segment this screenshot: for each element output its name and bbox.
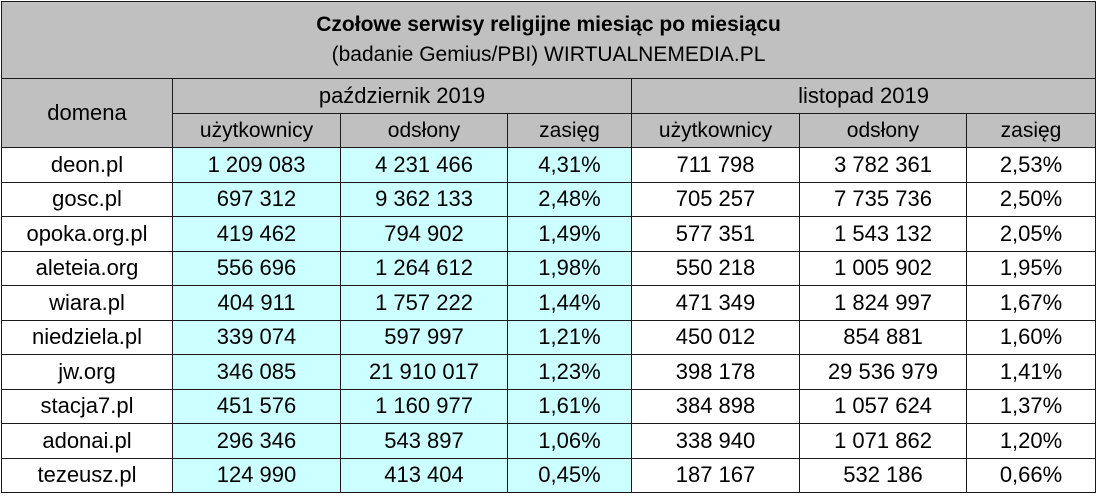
domain-cell: stacja7.pl — [1, 388, 173, 424]
nov-views-cell: 7 735 736 — [799, 181, 967, 217]
table-row: niedziela.pl 339 074 597 997 1,21% 450 012 85… — [1, 319, 1096, 355]
nov-reach-cell: 1,37% — [965, 388, 1096, 424]
oct-users-cell: 697 312 — [172, 181, 341, 217]
header-oct-reach: zasięg — [507, 113, 632, 148]
table-row: aleteia.org 556 696 1 264 612 1,98% 550 218 1… — [1, 250, 1096, 286]
nov-reach-cell: 2,53% — [965, 147, 1096, 183]
oct-reach-cell: 2,48% — [507, 181, 632, 217]
header-month-november: listopad 2019 — [630, 78, 1096, 114]
oct-views-cell: 4 231 466 — [340, 147, 508, 183]
table-row: stacja7.pl 451 576 1 160 977 1,61% 384 898 1 … — [1, 388, 1096, 424]
nov-views-cell: 29 536 979 — [799, 354, 967, 390]
oct-views-cell: 413 404 — [340, 457, 508, 493]
domain-cell: gosc.pl — [1, 181, 173, 217]
nov-views-cell: 1 824 997 — [799, 285, 967, 321]
nov-reach-cell: 2,50% — [965, 181, 1096, 217]
header-domain: domena — [1, 78, 173, 148]
table-row: tezeusz.pl 124 990 413 404 0,45% 187 167 532 … — [1, 457, 1096, 493]
oct-views-cell: 794 902 — [340, 216, 508, 252]
header-nov-reach: zasięg — [965, 113, 1096, 148]
header-nov-users: użytkownicy — [631, 113, 800, 148]
oct-users-cell: 124 990 — [172, 457, 341, 493]
nov-reach-cell: 1,20% — [965, 423, 1096, 459]
oct-reach-cell: 1,49% — [507, 216, 632, 252]
oct-views-cell: 21 910 017 — [340, 354, 508, 390]
nov-users-cell: 577 351 — [631, 216, 800, 252]
table-title: Czołowe serwisy religijne miesiąc po mie… — [0, 1, 1096, 79]
oct-users-cell: 1 209 083 — [172, 147, 341, 183]
header-nov-views: odsłony — [799, 113, 967, 148]
table-row: wiara.pl 404 911 1 757 222 1,44% 471 349 1 82… — [1, 285, 1096, 321]
nov-views-cell: 532 186 — [799, 457, 967, 493]
oct-views-cell: 1 264 612 — [340, 250, 508, 286]
nov-users-cell: 398 178 — [631, 354, 800, 390]
header-month-october: październik 2019 — [172, 78, 632, 114]
nov-reach-cell: 1,41% — [965, 354, 1096, 390]
oct-reach-cell: 1,21% — [507, 319, 632, 355]
title-main: Czołowe serwisy religijne miesiąc po mie… — [316, 13, 781, 36]
table-row: gosc.pl 697 312 9 362 133 2,48% 705 257 7 735… — [1, 181, 1096, 217]
domain-cell: jw.org — [1, 354, 173, 390]
domain-cell: wiara.pl — [1, 285, 173, 321]
oct-views-cell: 543 897 — [340, 423, 508, 459]
oct-views-cell: 597 997 — [340, 319, 508, 355]
oct-reach-cell: 1,44% — [507, 285, 632, 321]
header-oct-views: odsłony — [340, 113, 508, 148]
oct-reach-cell: 1,61% — [507, 388, 632, 424]
nov-views-cell: 1 005 902 — [799, 250, 967, 286]
table-row: adonai.pl 296 346 543 897 1,06% 338 940 1 071… — [1, 423, 1096, 459]
nov-users-cell: 705 257 — [631, 181, 800, 217]
oct-users-cell: 556 696 — [172, 250, 341, 286]
oct-reach-cell: 1,98% — [507, 250, 632, 286]
oct-views-cell: 9 362 133 — [340, 181, 508, 217]
domain-cell: aleteia.org — [1, 250, 173, 286]
domain-cell: opoka.org.pl — [1, 216, 173, 252]
oct-views-cell: 1 160 977 — [340, 388, 508, 424]
domain-cell: deon.pl — [1, 147, 173, 183]
title-row: Czołowe serwisy religijne miesiąc po mie… — [0, 1, 1096, 79]
nov-views-cell: 3 782 361 — [799, 147, 967, 183]
nov-users-cell: 550 218 — [631, 250, 800, 286]
oct-users-cell: 404 911 — [172, 285, 341, 321]
oct-users-cell: 296 346 — [172, 423, 341, 459]
nov-users-cell: 338 940 — [631, 423, 800, 459]
table-row: deon.pl 1 209 083 4 231 466 4,31% 711 798 3 7… — [1, 147, 1096, 183]
nov-views-cell: 1 057 624 — [799, 388, 967, 424]
nov-views-cell: 854 881 — [799, 319, 967, 355]
oct-reach-cell: 1,06% — [507, 423, 632, 459]
oct-users-cell: 419 462 — [172, 216, 341, 252]
table-body: deon.pl 1 209 083 4 231 466 4,31% 711 798 3 7… — [1, 147, 1096, 493]
nov-reach-cell: 0,66% — [965, 457, 1096, 493]
header-oct-users: użytkownicy — [172, 113, 341, 148]
nov-reach-cell: 1,95% — [965, 250, 1096, 286]
oct-users-cell: 339 074 — [172, 319, 341, 355]
nov-reach-cell: 1,67% — [965, 285, 1096, 321]
oct-users-cell: 451 576 — [172, 388, 341, 424]
domain-cell: adonai.pl — [1, 423, 173, 459]
oct-views-cell: 1 757 222 — [340, 285, 508, 321]
header-row-months: domena październik 2019 listopad 2019 — [1, 78, 1096, 148]
nov-users-cell: 187 167 — [631, 457, 800, 493]
table-row: opoka.org.pl 419 462 794 902 1,49% 577 351 1 … — [1, 216, 1096, 252]
header-row-metrics: użytkownicy odsłony zasięg użytkownicy o… — [2, 113, 1096, 148]
oct-users-cell: 346 085 — [172, 354, 341, 390]
domain-cell: niedziela.pl — [1, 319, 173, 355]
oct-reach-cell: 0,45% — [507, 457, 632, 493]
nov-reach-cell: 2,05% — [965, 216, 1096, 252]
oct-reach-cell: 1,23% — [507, 354, 632, 390]
domain-cell: tezeusz.pl — [1, 457, 173, 493]
table-row: jw.org 346 085 21 910 017 1,23% 398 178 29 53… — [1, 354, 1096, 390]
nov-users-cell: 384 898 — [631, 388, 800, 424]
nov-views-cell: 1 071 862 — [799, 423, 967, 459]
oct-reach-cell: 4,31% — [507, 147, 632, 183]
nov-views-cell: 1 543 132 — [799, 216, 967, 252]
nov-reach-cell: 1,60% — [965, 319, 1096, 355]
nov-users-cell: 711 798 — [631, 147, 800, 183]
nov-users-cell: 471 349 — [631, 285, 800, 321]
nov-users-cell: 450 012 — [631, 319, 800, 355]
title-subtitle: (badanie Gemius/PBI) WIRTUALNEMEDIA.PL — [331, 43, 766, 66]
